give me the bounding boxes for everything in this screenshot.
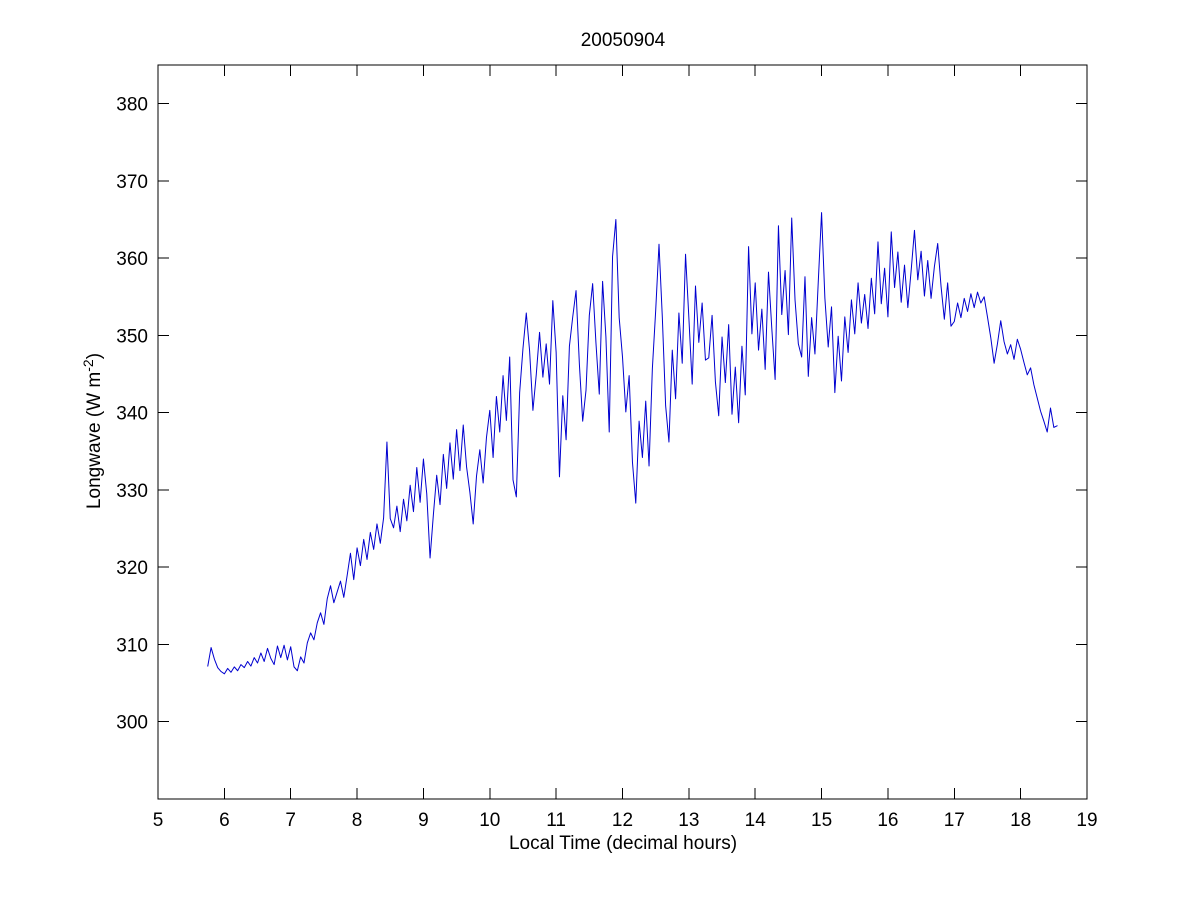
y-axis-label-close: ) xyxy=(84,352,105,360)
y-tick-label: 360 xyxy=(116,249,148,270)
x-tick-label: 14 xyxy=(745,810,767,831)
x-tick-label: 13 xyxy=(678,810,699,831)
x-tick-label: 18 xyxy=(1010,810,1031,831)
axis-ticks xyxy=(157,65,1088,799)
x-tick-label: 17 xyxy=(944,810,965,831)
axis-tick-labels: 5 6 7 8 9 10 11 12 13 14 15 16 17 18 19 300 310 320 330 340… xyxy=(116,95,1097,831)
x-tick-label: 10 xyxy=(479,810,500,831)
y-tick-label: 300 xyxy=(116,713,148,734)
x-tick-label: 11 xyxy=(546,810,566,831)
y-tick-label: 320 xyxy=(116,558,148,579)
y-tick-label: 380 xyxy=(116,95,148,116)
y-axis-label-superscript: -2 xyxy=(80,359,96,372)
x-tick-label: 7 xyxy=(285,810,296,831)
x-tick-label: 6 xyxy=(219,810,230,831)
x-tick-label: 12 xyxy=(612,810,633,831)
x-tick-label: 9 xyxy=(418,810,429,831)
x-tick-label: 5 xyxy=(153,810,164,831)
chart-title: 20050904 xyxy=(580,30,666,51)
x-tick-label: 8 xyxy=(352,810,363,831)
y-tick-label: 310 xyxy=(116,635,148,656)
y-tick-label: 340 xyxy=(116,404,148,425)
y-axis-label-text: Longwave (W m xyxy=(84,371,105,510)
y-tick-label: 350 xyxy=(116,326,148,347)
y-tick-label: 330 xyxy=(116,481,148,502)
x-tick-label: 15 xyxy=(811,810,832,831)
x-tick-label: 16 xyxy=(877,810,898,831)
x-axis-label: Local Time (decimal hours) xyxy=(508,833,738,854)
data-line xyxy=(207,212,1058,675)
x-tick-label: 19 xyxy=(1076,810,1097,831)
y-axis-label: Longwave (W m-2) xyxy=(75,231,105,631)
y-tick-label: 370 xyxy=(116,172,148,193)
